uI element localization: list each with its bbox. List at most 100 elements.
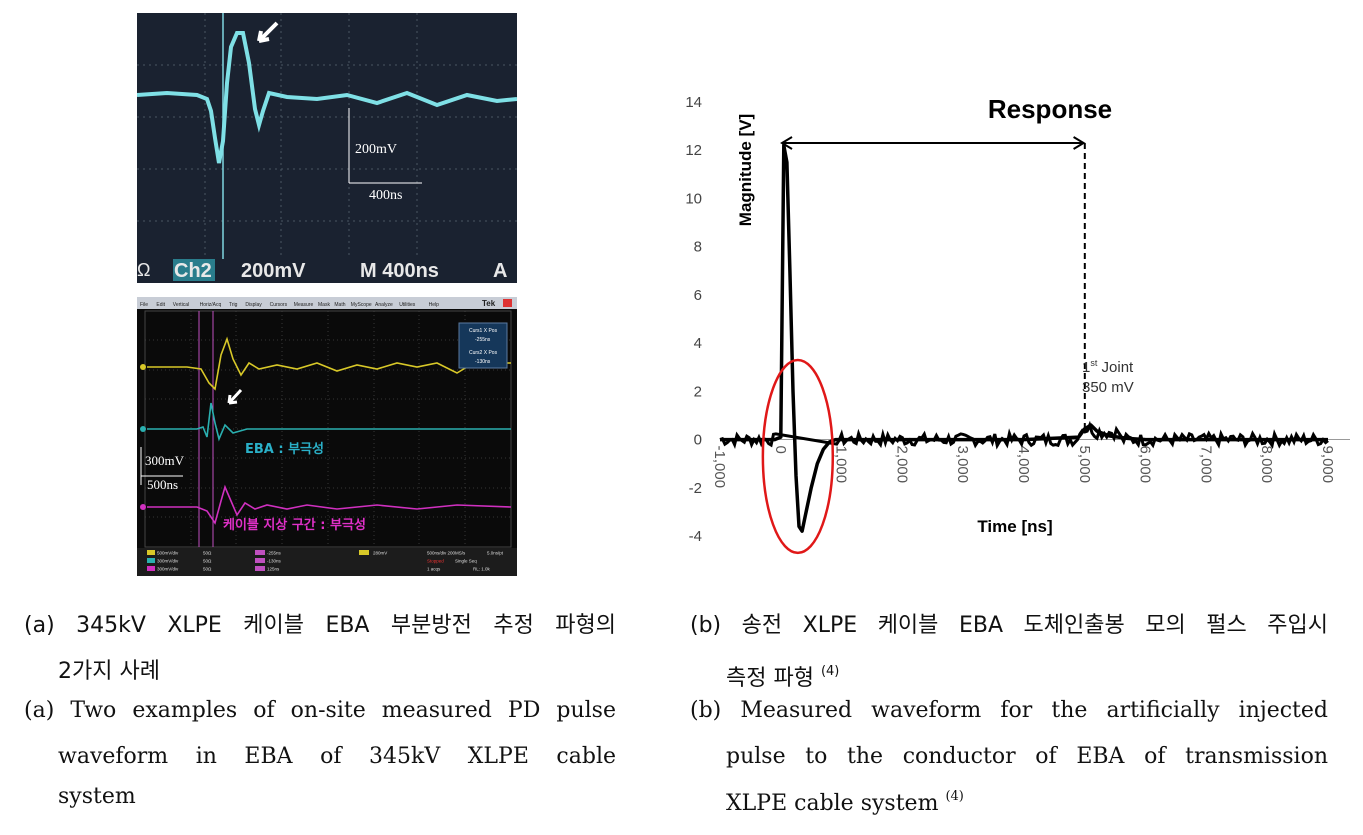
scope2-menu-horizacq[interactable]: Horiz/Acq — [200, 302, 222, 308]
scope2-label-cable: 케이블 지상 구간 : 부극성 — [223, 517, 366, 533]
chart-noise — [719, 420, 1329, 450]
x-axis-label: Time [ns] — [977, 517, 1052, 536]
x-tick-label: 9,000 — [1319, 446, 1336, 484]
scope2-label-eba: EBA : 부극성 — [245, 442, 324, 457]
scope2-trace-yellow — [147, 336, 511, 391]
caption-b-en-line1: (b) Measured waveform for the artificial… — [690, 698, 1328, 723]
caption-a-en-line1: (a) Two examples of on-site measured PD … — [24, 698, 616, 723]
scope2-menu-file[interactable]: File — [140, 302, 148, 308]
status-stopped: Stopped — [427, 559, 444, 564]
scope1-bottom-a: A — [493, 260, 507, 282]
caption-a-kr-line1: (a) 345kV XLPE 케이블 EBA 부분방전 추정 파형의 — [24, 613, 616, 638]
scope2-menu-help[interactable]: Help — [429, 302, 440, 308]
x-tick-label: 7,000 — [1197, 446, 1214, 484]
scope2-time-label: 500ns — [147, 477, 178, 492]
scope1-time-label: 400ns — [369, 188, 402, 203]
y-axis-label: Magnitude [V] — [736, 114, 755, 226]
x-tick-label: 2,000 — [893, 446, 910, 484]
status-imp-1: 50Ω — [203, 551, 212, 556]
cursor2-title: Curs2 X Pos — [469, 350, 498, 356]
scope1-bottom-m: M 400ns — [360, 260, 439, 282]
scope2-cursor-box — [458, 322, 508, 369]
oscilloscope-screenshot-1: 200mV 400ns Ω Ch2 200mV M 400ns A — [137, 13, 517, 283]
caption-b-en-line2: pulse to the conductor of EBA of transmi… — [726, 744, 1328, 769]
scope2-menu-mask[interactable]: Mask — [318, 302, 330, 308]
scope2-trace-magenta — [147, 484, 512, 525]
scope2-menu-measure[interactable]: Measure — [294, 302, 314, 308]
chart-title: Response — [988, 94, 1112, 124]
scope2-menu-bar: File Edit Vertical Horiz/Acq Trig Display Curs… — [140, 302, 439, 308]
scope2-volt-label: 300mV — [145, 453, 185, 468]
caption-b-kr-line1: (b) 송전 XLPE 케이블 EBA 도체인출봉 모의 펄스 주입시 — [690, 613, 1328, 638]
caption-b-kr-line2: 측정 파형 — [726, 666, 814, 691]
x-tick-label: 0 — [772, 446, 789, 454]
status-ch2: 300mV/div — [157, 559, 179, 564]
cursor2-value: -130ns — [475, 359, 491, 365]
status-trig: 280mV — [373, 551, 387, 556]
y-tick-label: 8 — [694, 239, 702, 256]
y-tick-label: 14 — [685, 94, 702, 111]
y-tick-label: -4 — [689, 528, 702, 545]
caption-b-kr-ref: (4) — [820, 664, 840, 679]
scope2-menu-display[interactable]: Display — [245, 302, 262, 308]
scope1-bottom-mid: 200mV — [241, 260, 306, 282]
caption-a-kr-line2: 2가지 사례 — [58, 659, 160, 684]
cursor1-value: -255ns — [475, 337, 491, 343]
scope2-menu-trig[interactable]: Trig — [229, 302, 238, 308]
scope2-trace-cyan — [147, 402, 511, 442]
caption-a-korean: (a) 345kV XLPE 케이블 EBA 부분방전 추정 파형의 2가지 사… — [24, 603, 616, 695]
joint-annotation-value: 350 mV — [1082, 379, 1134, 396]
status-imp-3: 50Ω — [203, 567, 212, 572]
caption-b-en-ref: (4) — [945, 789, 964, 804]
y-tick-label: 10 — [685, 190, 702, 207]
scope1-volt-label: 200mV — [355, 142, 397, 157]
cursor1-title: Curs1 X Pos — [469, 328, 498, 334]
caption-a-en-line2: waveform in EBA of 345kV XLPE cable — [58, 744, 616, 769]
status-res: 5.0ns/pt — [487, 551, 504, 556]
x-tick-label: -1,000 — [711, 446, 728, 489]
scope2-close-icon — [503, 299, 512, 307]
status-ch3: 300mV/div — [157, 567, 179, 572]
scope2-menu-myscope[interactable]: MyScope — [351, 302, 372, 308]
y-tick-label: 12 — [685, 142, 702, 159]
scope2-menu-edit[interactable]: Edit — [156, 302, 165, 308]
caption-a-english: (a) Two examples of on-site measured PD … — [24, 688, 616, 814]
caption-b-en-line3: XLPE cable system — [726, 791, 939, 816]
scope1-bottom-left: Ω — [137, 260, 150, 280]
highlight-ellipse — [761, 358, 835, 555]
scope1-ch-badge — [173, 259, 215, 281]
scope2-menu-vertical[interactable]: Vertical — [173, 302, 189, 308]
y-tick-label: -2 — [689, 480, 702, 497]
y-tick-label: 4 — [694, 335, 702, 352]
scope2-menu-cursors[interactable]: Cursors — [270, 302, 288, 308]
status-imp-2: 50Ω — [203, 559, 212, 564]
status-m3: 125ns — [267, 567, 280, 572]
x-tick-label: 5,000 — [1076, 446, 1093, 484]
scope2-menu-analyze[interactable]: Analyze — [375, 302, 393, 308]
x-tick-label: 6,000 — [1137, 446, 1154, 484]
status-acqs: 1 acqs — [427, 567, 441, 572]
scope2-brand: Tek — [482, 299, 496, 308]
y-tick-label: 0 — [694, 432, 702, 449]
status-m2: -130ns — [267, 559, 282, 564]
scope2-menu-math[interactable]: Math — [334, 302, 345, 308]
caption-a-en-line3: system — [58, 784, 136, 809]
joint-annotation: 1st Joint — [1082, 358, 1134, 376]
x-tick-label: 3,000 — [954, 446, 971, 484]
scope2-menu-utilities[interactable]: Utilities — [399, 302, 416, 308]
scope2-arrow — [227, 388, 243, 405]
oscilloscope-screenshot-2: File Edit Vertical Horiz/Acq Trig Display Curs… — [137, 297, 517, 576]
response-arrowhead-left — [780, 136, 793, 150]
y-tick-label: 6 — [694, 287, 702, 304]
scope1-trace — [137, 31, 517, 164]
caption-b-english: (b) Measured waveform for the artificial… — [690, 688, 1328, 821]
scope1-arrow — [257, 21, 279, 43]
scope1-ch-label: Ch2 — [174, 260, 212, 282]
x-tick-label: 4,000 — [1015, 446, 1032, 484]
status-m1: -255ns — [267, 551, 282, 556]
x-tick-label: 1,000 — [833, 446, 850, 484]
y-tick-label: 2 — [694, 383, 702, 400]
response-arrowhead-right — [1073, 136, 1086, 150]
response-chart: Response Magnitude [V] Time [ns] -4 -2 0 2 4… — [685, 94, 1350, 555]
caption-b-korean: (b) 송전 XLPE 케이블 EBA 도체인출봉 모의 펄스 주입시 측정 파… — [690, 603, 1328, 702]
